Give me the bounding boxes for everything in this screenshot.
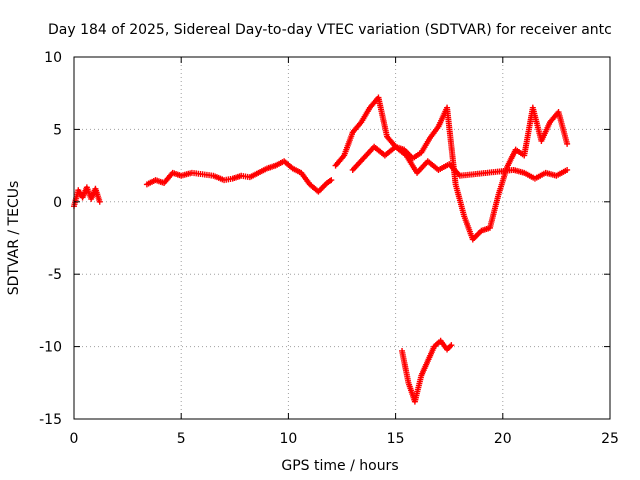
chart-title: Day 184 of 2025, Sidereal Day-to-day VTE… — [48, 22, 612, 38]
x-tick-label: 10 — [279, 431, 297, 447]
y-tick-label: -5 — [48, 267, 62, 283]
sdtvar-segment-5 — [399, 337, 455, 405]
sdtvar-markers — [349, 143, 571, 182]
x-tick-label: 0 — [70, 431, 79, 447]
grid-lines — [74, 57, 610, 419]
y-axis-label: SDTVAR / TECUs — [6, 181, 22, 296]
x-tick-label: 25 — [601, 431, 619, 447]
plot-frame — [73, 56, 611, 420]
y-tick-label: 10 — [44, 50, 62, 66]
y-tick-label: 0 — [53, 195, 62, 211]
sdtvar-segment-4 — [349, 143, 571, 182]
x-axis-ticks: 0 5 10 15 20 25 — [70, 57, 619, 447]
x-axis-label: GPS time / hours — [281, 458, 398, 474]
sdtvar-segment-1 — [71, 184, 103, 210]
x-tick-label: 20 — [494, 431, 512, 447]
x-tick-label: 15 — [387, 431, 405, 447]
x-tick-label: 5 — [177, 431, 186, 447]
y-tick-label: 5 — [53, 122, 62, 138]
y-tick-label: -15 — [39, 412, 62, 428]
y-tick-label: -10 — [39, 340, 62, 356]
data-series — [71, 94, 571, 405]
sdtvar-markers — [399, 337, 455, 405]
sdtvar-markers — [71, 184, 103, 210]
y-axis-ticks: -15 -10 -5 0 5 10 — [39, 50, 610, 428]
sdtvar-markers — [143, 158, 335, 195]
sdtvar-segment-2 — [143, 158, 335, 195]
